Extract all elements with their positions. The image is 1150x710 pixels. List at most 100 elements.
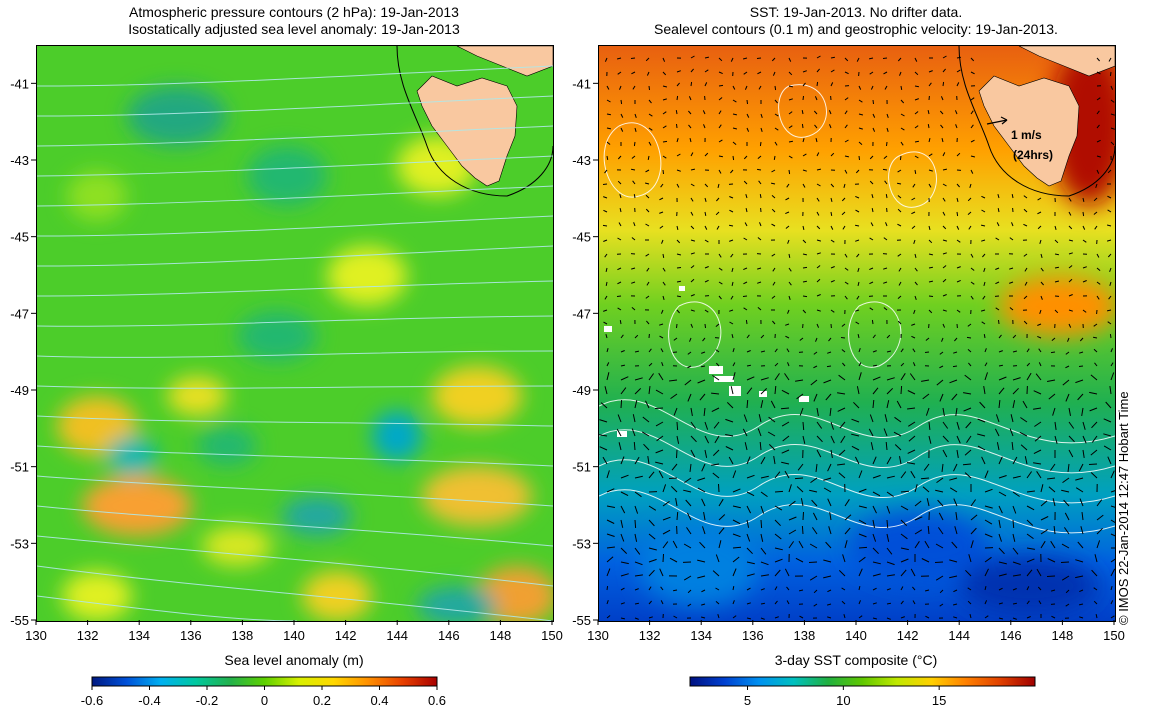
velocity-arrow — [816, 168, 822, 171]
velocity-arrow — [746, 474, 755, 479]
velocity-arrow — [998, 573, 1007, 577]
velocity-arrow — [788, 125, 793, 129]
velocity-arrow — [956, 211, 959, 217]
velocity-arrow — [645, 223, 650, 227]
velocity-arrow — [900, 519, 908, 526]
velocity-arrow — [802, 295, 808, 298]
velocity-arrow — [648, 85, 650, 91]
velocity-arrow — [617, 307, 622, 311]
velocity-arrow — [703, 124, 706, 129]
lon-tick-label: 148 — [490, 628, 512, 643]
sla-field — [37, 46, 553, 621]
velocity-arrow — [1064, 512, 1070, 521]
velocity-arrow — [858, 348, 861, 353]
velocity-arrow — [872, 561, 881, 565]
velocity-arrow — [648, 99, 652, 104]
velocity-arrow — [715, 323, 720, 327]
velocity-arrow — [979, 401, 986, 409]
velocity-arrow — [897, 169, 902, 173]
velocity-arrow — [998, 533, 1002, 542]
velocity-arrow — [858, 99, 863, 103]
velocity-arrow — [942, 435, 949, 443]
velocity-arrow — [966, 336, 972, 339]
lon-tick-label: 132 — [639, 628, 661, 643]
velocity-arrow — [956, 239, 961, 243]
velocity-arrow — [869, 71, 874, 75]
velocity-arrow — [603, 239, 608, 242]
velocity-arrow — [606, 113, 612, 116]
velocity-arrow — [810, 379, 818, 386]
velocity-arrow — [744, 442, 748, 451]
velocity-arrow — [704, 197, 707, 202]
velocity-arrow — [907, 407, 916, 410]
velocity-arrow — [1082, 197, 1085, 203]
velocity-arrow — [925, 615, 930, 619]
velocity-arrow — [772, 281, 776, 286]
velocity-arrow — [1110, 519, 1115, 524]
lat-tick-label: -43 — [10, 153, 29, 168]
velocity-arrow — [659, 568, 664, 577]
velocity-arrow — [886, 350, 892, 353]
velocity-arrow — [1109, 386, 1112, 395]
velocity-arrow — [942, 323, 946, 328]
velocity-arrow — [743, 414, 748, 423]
velocity-arrow — [956, 279, 961, 283]
velocity-arrow — [813, 393, 818, 402]
velocity-arrow — [1012, 533, 1016, 542]
velocity-arrow — [1026, 505, 1035, 511]
velocity-arrow — [634, 519, 637, 529]
velocity-arrow — [886, 588, 891, 591]
velocity-arrow — [1026, 348, 1030, 353]
velocity-arrow — [813, 110, 818, 115]
velocity-arrow — [949, 575, 958, 579]
velocity-arrow — [620, 456, 625, 465]
velocity-arrow — [631, 307, 636, 311]
velocity-arrow — [704, 225, 708, 230]
velocity-arrow — [827, 463, 832, 472]
velocity-arrow — [908, 435, 916, 442]
velocity-arrow — [1096, 71, 1101, 75]
velocity-arrow — [942, 81, 945, 87]
velocity-arrow — [671, 463, 678, 471]
velocity-arrow — [799, 407, 804, 416]
velocity-arrow — [802, 266, 808, 269]
velocity-arrow — [690, 68, 694, 73]
velocity-arrow — [970, 499, 977, 507]
velocity-arrow — [1065, 351, 1070, 355]
colorbar-tick-label: -0.2 — [196, 693, 218, 708]
velocity-arrow — [840, 435, 846, 444]
velocity-arrow — [823, 477, 832, 481]
velocity-arrow — [712, 374, 720, 381]
velocity-arrow — [631, 428, 636, 437]
velocity-arrow — [620, 561, 629, 565]
velocity-arrow — [686, 512, 692, 521]
velocity-arrow — [802, 309, 807, 314]
velocity-arrow — [858, 568, 863, 577]
velocity-arrow — [602, 224, 608, 227]
velocity-arrow — [1067, 463, 1070, 472]
velocity-arrow — [788, 541, 795, 549]
velocity-arrow — [634, 588, 639, 591]
velocity-arrow — [914, 541, 920, 549]
velocity-arrow — [830, 279, 835, 283]
velocity-arrow — [798, 589, 804, 592]
velocity-arrow — [731, 333, 734, 339]
velocity-arrow — [718, 514, 726, 521]
velocity-arrow — [1079, 498, 1084, 507]
velocity-arrow — [606, 600, 609, 605]
velocity-arrow — [662, 57, 666, 62]
velocity-arrow — [1040, 500, 1048, 507]
velocity-arrow — [829, 124, 832, 129]
velocity-arrow — [670, 393, 678, 400]
velocity-arrow — [1108, 57, 1112, 62]
velocity-arrow — [939, 393, 944, 402]
velocity-arrow — [897, 295, 902, 299]
mainland-land-right — [1018, 46, 1115, 77]
velocity-arrow — [718, 71, 723, 75]
velocity-arrow — [760, 491, 768, 498]
velocity-arrow — [633, 222, 636, 227]
velocity-arrow — [841, 587, 846, 591]
velocity-arrow — [1038, 362, 1042, 367]
velocity-arrow — [743, 281, 748, 285]
velocity-arrow — [900, 505, 909, 511]
